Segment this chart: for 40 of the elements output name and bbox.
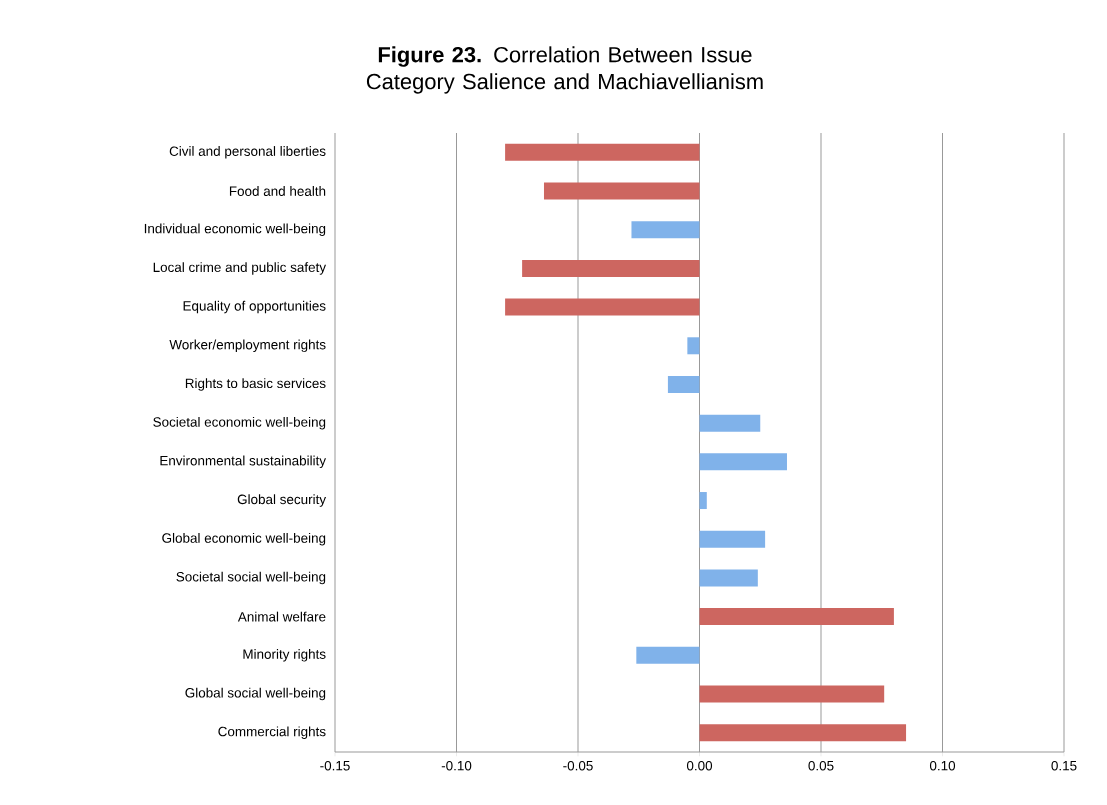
bar xyxy=(699,453,787,471)
x-tick-label: 0.00 xyxy=(686,760,713,771)
y-tick-label: Worker/employment rights xyxy=(169,339,326,353)
y-tick-label: Food and health xyxy=(229,186,326,196)
x-tick-label: -0.05 xyxy=(563,760,593,771)
x-tick-label: 0.15 xyxy=(1051,760,1077,771)
y-tick-label: Animal welfare xyxy=(237,611,326,622)
x-tick-label: -0.10 xyxy=(441,760,472,771)
bar xyxy=(699,492,707,510)
y-tick-label: Global economic well-being xyxy=(162,532,326,546)
x-tick-label: -0.15 xyxy=(320,760,350,771)
y-tick-label: Minority rights xyxy=(243,649,326,662)
y-tick-label: Local crime and public safety xyxy=(153,262,327,275)
y-tick-label: Global security xyxy=(237,494,327,507)
bar xyxy=(631,221,700,239)
bar xyxy=(505,143,700,161)
y-tick-label: Environmental sustainability xyxy=(160,455,326,469)
y-tick-label: Commercial rights xyxy=(218,726,326,739)
chart-title: Figure 23. Correlation Between Issue Category Salience and Machiavellianism xyxy=(366,46,763,94)
y-tick-label: Rights to basic services xyxy=(185,378,326,391)
y-tick-label: Global social well-being xyxy=(185,687,326,701)
y-tick-label: Individual economic well-being xyxy=(144,223,326,236)
bar xyxy=(699,530,766,548)
bar xyxy=(522,259,700,277)
bar xyxy=(636,646,700,664)
bar xyxy=(667,375,700,393)
bar xyxy=(687,337,700,355)
x-tick-label: 0.10 xyxy=(929,760,956,771)
y-tick-label: Societal social well-being xyxy=(176,571,326,585)
bar xyxy=(699,414,761,432)
y-tick-label: Civil and personal liberties xyxy=(169,146,326,159)
bar xyxy=(699,685,885,703)
bar xyxy=(699,608,894,626)
bar xyxy=(699,724,907,742)
x-tick-label: 0.05 xyxy=(808,760,834,771)
y-tick-label: Societal economic well-being xyxy=(153,416,326,430)
y-tick-label: Equality of opportunities xyxy=(183,300,326,314)
bar xyxy=(505,298,700,316)
bar xyxy=(699,569,758,587)
bar xyxy=(543,182,700,200)
